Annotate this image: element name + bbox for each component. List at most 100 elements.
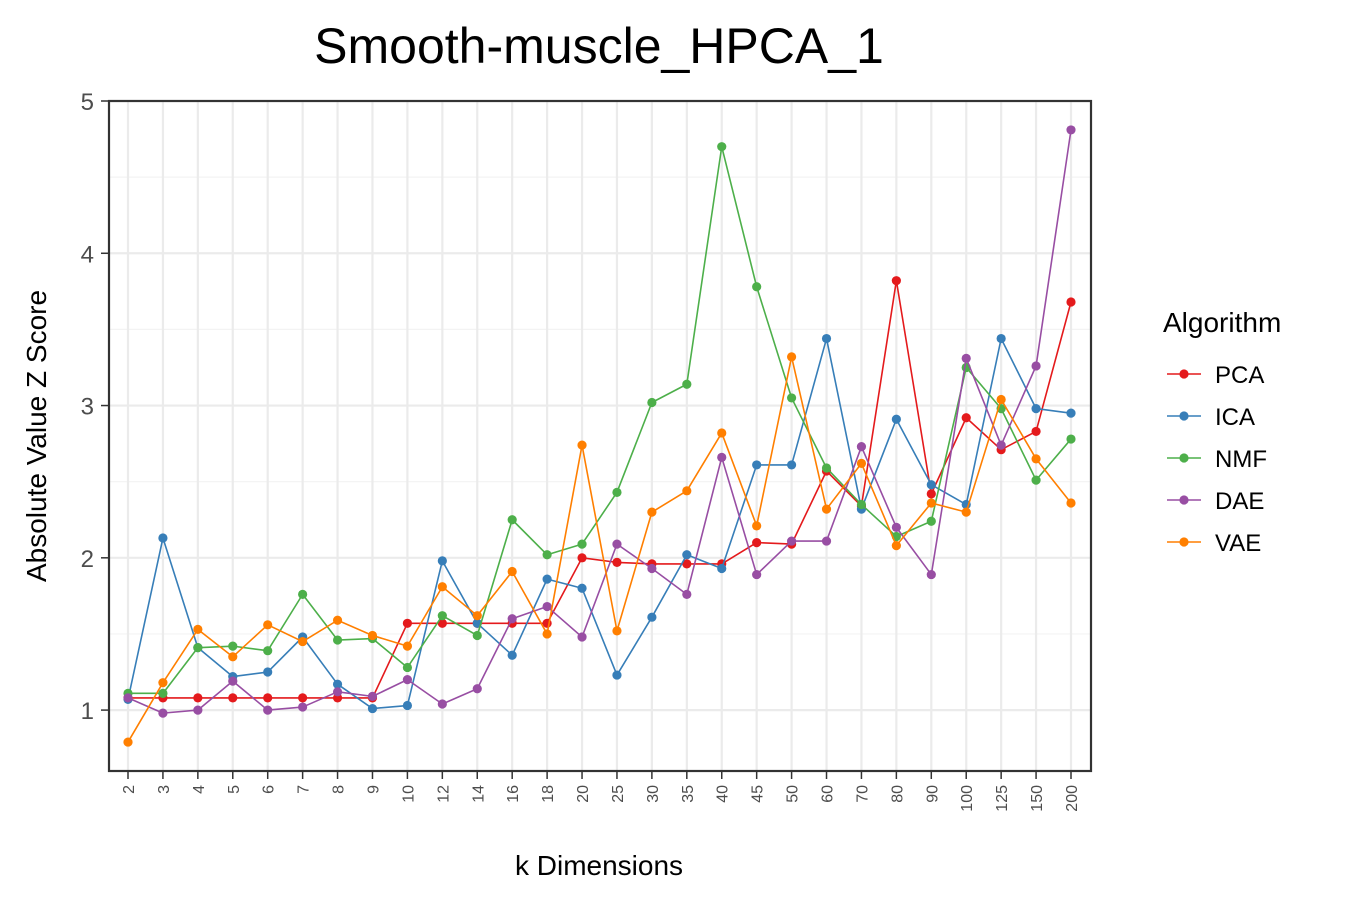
legend-key-point <box>1179 495 1189 505</box>
data-point <box>752 460 762 470</box>
data-point <box>821 463 832 473</box>
data-point <box>682 486 692 496</box>
data-point <box>717 452 727 462</box>
legend-item-nmf: NMF <box>1167 446 1267 473</box>
data-point <box>821 536 832 546</box>
x-tick-label: 12 <box>435 785 452 803</box>
data-point <box>542 550 552 560</box>
x-tick-label: 50 <box>785 785 802 803</box>
data-point <box>647 612 657 622</box>
series-dae <box>123 125 1076 718</box>
x-axis-label: k Dimensions <box>515 850 683 881</box>
data-point <box>682 379 692 389</box>
legend-item-pca: PCA <box>1167 362 1264 389</box>
data-point <box>786 352 797 362</box>
data-point <box>612 487 622 497</box>
data-point <box>926 498 936 508</box>
data-point <box>507 566 517 577</box>
data-point <box>367 703 378 714</box>
data-point <box>926 569 936 580</box>
data-point <box>891 541 901 551</box>
data-point <box>193 643 203 653</box>
data-point <box>542 629 552 639</box>
data-point <box>507 614 517 624</box>
legend-key-point <box>1179 369 1189 379</box>
data-point <box>961 507 971 517</box>
y-tick-label: 3 <box>81 394 94 421</box>
data-point <box>752 521 762 531</box>
data-point <box>158 688 168 698</box>
legend-key-point <box>1179 453 1189 463</box>
data-point <box>193 624 203 634</box>
x-tick-label: 30 <box>645 785 662 803</box>
x-tick-label: 18 <box>540 785 557 803</box>
data-point <box>926 489 936 499</box>
data-point <box>1066 125 1076 135</box>
data-point <box>752 282 762 292</box>
data-point <box>1066 297 1076 307</box>
data-point <box>437 582 447 592</box>
data-point <box>298 636 308 647</box>
data-point <box>856 442 867 452</box>
data-point <box>612 539 622 549</box>
data-point <box>228 641 238 651</box>
data-point <box>577 583 587 593</box>
data-point <box>752 569 762 580</box>
data-point <box>786 393 797 403</box>
x-tick-label: 70 <box>854 785 871 803</box>
data-point <box>682 559 692 569</box>
x-tick-label: 25 <box>610 785 627 803</box>
legend-item-vae: VAE <box>1167 530 1261 557</box>
legend-label: ICA <box>1215 404 1255 431</box>
x-axis-ticks: 2 3 4 5 6 7 8 9 10 12 14 16 18 20 25 30 35 40 45 50 60 70 80 90… <box>121 771 1081 812</box>
series-line <box>127 337 1072 710</box>
data-point <box>961 353 971 363</box>
data-point <box>507 515 517 525</box>
data-point <box>682 550 692 560</box>
plot-panel-border <box>107 99 1093 773</box>
data-point <box>577 440 587 450</box>
x-tick-label: 4 <box>191 785 208 794</box>
x-tick-label: 2 <box>121 785 138 794</box>
grid <box>109 99 1091 771</box>
data-point <box>263 693 273 703</box>
x-tick-label: 90 <box>924 785 941 803</box>
data-point <box>786 536 797 546</box>
data-point <box>193 705 203 715</box>
data-point <box>996 394 1006 405</box>
x-tick-label: 200 <box>1064 785 1081 812</box>
x-tick-label: 6 <box>261 785 278 794</box>
data-point <box>891 276 901 286</box>
data-point <box>717 428 727 438</box>
data-point <box>821 333 832 344</box>
data-point <box>577 539 587 549</box>
data-point <box>821 504 832 514</box>
data-point <box>717 142 727 152</box>
data-point <box>752 537 762 548</box>
series-vae <box>123 352 1076 747</box>
data-point <box>402 641 413 651</box>
legend-items: PCA ICA NMF DAE VAE <box>1167 362 1267 557</box>
data-point <box>332 635 343 645</box>
series-line <box>127 356 1072 743</box>
data-point <box>367 691 378 701</box>
series-ica <box>123 333 1076 714</box>
data-point <box>228 652 238 662</box>
x-tick-label: 14 <box>470 785 487 803</box>
legend: Algorithm PCA ICA NMF DAE VAE <box>1163 307 1281 557</box>
data-point <box>891 414 901 424</box>
data-point <box>402 662 413 673</box>
data-point <box>996 333 1006 344</box>
data-point <box>472 611 482 621</box>
x-tick-label: 10 <box>400 785 417 803</box>
series-pca <box>123 276 1076 703</box>
x-tick-label: 9 <box>365 785 382 794</box>
data-point <box>1031 361 1041 371</box>
legend-label: NMF <box>1215 446 1267 473</box>
legend-key-point <box>1179 537 1189 547</box>
legend-label: DAE <box>1215 488 1264 515</box>
data-point <box>228 676 238 686</box>
series-nmf <box>123 142 1076 698</box>
data-point <box>402 675 413 685</box>
x-tick-label: 100 <box>959 785 976 812</box>
